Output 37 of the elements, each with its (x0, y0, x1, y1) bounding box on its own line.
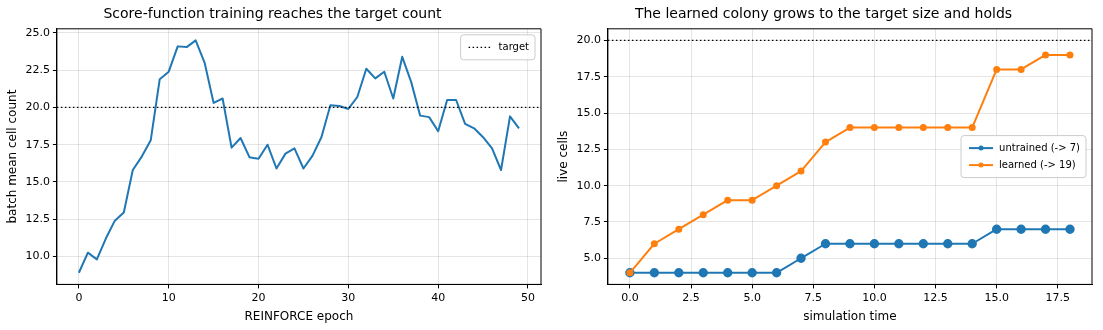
x-tick-label: 0.0 (621, 290, 639, 304)
chart-title: The learned colony grows to the target size and holds (633, 5, 1013, 22)
x-tick-label: 40 (431, 290, 446, 304)
y-tick-label: 12.5 (576, 142, 601, 156)
y-tick-label: 5.0 (583, 251, 601, 265)
x-axis-title: REINFORCE epoch (244, 308, 354, 323)
y-tick-label: 15.0 (25, 174, 50, 188)
x-tick-label: 10.0 (862, 290, 887, 304)
chart-title: Score-function training reaches the target count (103, 5, 443, 22)
y-tick-label: 22.5 (25, 63, 50, 77)
x-tick-label: 10 (161, 290, 176, 304)
x-tick-label: 0 (75, 290, 83, 304)
legend-label: target (498, 40, 530, 52)
y-tick-label: 10.0 (576, 178, 601, 192)
y-tick-label: 10.0 (25, 249, 50, 263)
y-tick-label: 17.5 (576, 69, 601, 83)
x-tick-label: 12.5 (923, 290, 948, 304)
legend-label: untrained (-> 7) (999, 141, 1081, 153)
x-tick-label: 17.5 (1045, 290, 1071, 304)
x-tick-label: 2.5 (682, 290, 700, 304)
x-tick-label: 30 (341, 290, 356, 304)
y-tick-label: 20.0 (576, 33, 601, 47)
y-axis-title: live cells (556, 130, 571, 183)
x-tick-label: 5.0 (743, 290, 761, 304)
y-tick-label: 20.0 (25, 100, 50, 114)
x-tick-label: 15.0 (984, 290, 1009, 304)
x-tick-label: 20 (251, 290, 266, 304)
y-tick-label: 15.0 (576, 105, 601, 119)
legend-label: learned (-> 19) (999, 158, 1076, 170)
y-tick-label: 25.0 (25, 25, 50, 39)
x-tick-label: 50 (520, 290, 535, 304)
x-axis-title: simulation time (803, 308, 897, 323)
y-tick-label: 12.5 (25, 212, 50, 226)
x-tick-label: 7.5 (804, 290, 823, 304)
y-tick-label: 17.5 (25, 137, 50, 151)
y-axis-title: batch mean cell count (5, 89, 20, 224)
y-tick-label: 7.5 (583, 214, 601, 228)
